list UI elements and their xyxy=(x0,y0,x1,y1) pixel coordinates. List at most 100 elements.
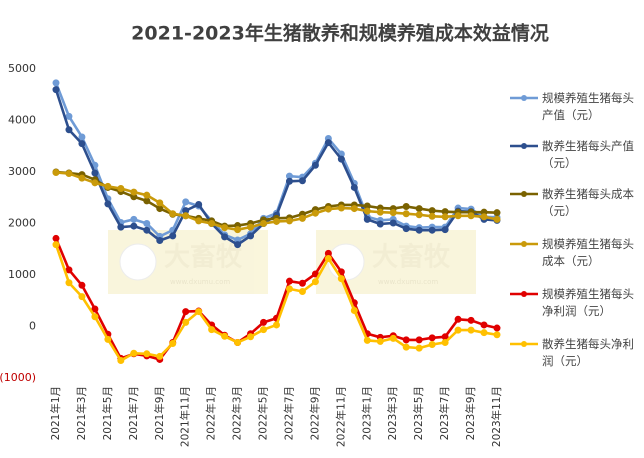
x-tick-label: 2022年1月 xyxy=(205,386,218,440)
legend-marker xyxy=(521,241,527,247)
data-point xyxy=(350,205,358,213)
legend-label: 散养生猪每头产值（元） xyxy=(542,139,634,170)
data-point xyxy=(260,326,268,334)
data-point xyxy=(156,236,164,244)
data-point xyxy=(298,279,306,287)
data-point xyxy=(247,232,255,240)
data-point xyxy=(91,305,99,313)
data-point xyxy=(363,336,371,344)
data-point xyxy=(52,86,60,94)
data-point xyxy=(143,350,151,358)
data-point xyxy=(311,209,319,217)
data-point xyxy=(234,226,242,234)
data-point xyxy=(65,112,73,120)
data-point xyxy=(156,199,164,207)
data-point xyxy=(65,170,73,178)
data-point xyxy=(480,329,488,337)
data-point xyxy=(402,225,410,233)
data-point xyxy=(91,169,99,177)
data-point xyxy=(195,217,203,225)
data-point xyxy=(65,279,73,287)
data-point xyxy=(363,215,371,223)
legend-marker xyxy=(521,95,527,101)
data-point xyxy=(52,169,60,177)
data-point xyxy=(182,308,190,316)
data-point xyxy=(337,204,345,212)
data-point xyxy=(480,213,488,221)
x-tick-label: 2021年3月 xyxy=(75,386,88,440)
data-point xyxy=(493,209,501,217)
x-tick-label: 2021年1月 xyxy=(49,386,62,440)
y-tick-label: 5000 xyxy=(8,62,36,75)
data-point xyxy=(260,220,268,227)
data-point xyxy=(376,220,384,228)
data-point xyxy=(169,210,177,218)
x-tick-label: 2021年11月 xyxy=(179,386,192,447)
data-point xyxy=(311,278,319,286)
data-point xyxy=(104,182,112,190)
data-point xyxy=(402,336,410,344)
watermark-url: www.dxumu.com xyxy=(170,278,230,286)
data-point xyxy=(195,200,203,208)
legend-label: 规模养殖生猪每头产值（元） xyxy=(542,91,634,122)
x-tick-label: 2022年7月 xyxy=(282,386,295,440)
data-point xyxy=(130,222,138,230)
x-tick-label: 2023年1月 xyxy=(360,386,373,440)
x-tick-label: 2021年5月 xyxy=(101,386,114,440)
data-point xyxy=(208,326,216,334)
data-point xyxy=(311,161,319,169)
data-point xyxy=(324,255,332,263)
legend-marker xyxy=(521,143,527,149)
data-point xyxy=(182,318,190,326)
data-point xyxy=(467,212,475,220)
y-tick-label: 4000 xyxy=(8,114,36,127)
data-point xyxy=(415,211,423,219)
x-tick-label: 2023年5月 xyxy=(412,386,425,440)
data-point xyxy=(130,188,138,196)
y-tick-label: 0 xyxy=(29,320,36,333)
data-point xyxy=(363,207,371,215)
legend-label: 散养生猪每头成本（元） xyxy=(542,187,634,218)
watermark-url: www.dxumu.com xyxy=(378,278,438,286)
data-point xyxy=(117,184,125,192)
x-tick-label: 2022年5月 xyxy=(257,386,270,440)
legend-label: 规模养殖生猪每头净利润（元） xyxy=(542,287,634,318)
x-tick-label: 2022年3月 xyxy=(231,386,244,440)
data-point xyxy=(234,241,242,249)
data-point xyxy=(221,224,229,232)
data-point xyxy=(285,285,293,293)
data-point xyxy=(78,174,86,182)
data-point xyxy=(441,338,449,346)
data-point xyxy=(247,223,255,231)
data-point xyxy=(428,207,436,215)
data-point xyxy=(65,266,73,274)
y-tick-label: (1000) xyxy=(0,371,36,384)
data-point xyxy=(143,197,151,205)
data-point xyxy=(337,275,345,283)
x-tick-label: 2023年7月 xyxy=(438,386,451,440)
legend-label: 散养生猪每头净利润（元） xyxy=(542,337,634,368)
data-point xyxy=(260,318,268,326)
data-point xyxy=(78,133,86,141)
data-point xyxy=(441,213,449,221)
data-point xyxy=(78,293,86,301)
data-point xyxy=(143,226,151,234)
data-point xyxy=(454,315,462,323)
watermark-logo xyxy=(119,243,157,281)
data-point xyxy=(467,326,475,334)
data-point xyxy=(182,212,190,220)
data-point xyxy=(454,212,462,220)
y-tick-label: 3000 xyxy=(8,165,36,178)
data-point xyxy=(91,179,99,187)
data-point xyxy=(402,203,410,211)
data-point xyxy=(428,341,436,349)
data-point xyxy=(415,344,423,352)
data-point xyxy=(78,140,86,148)
watermark: 大畜牧 www.dxumu.com xyxy=(316,230,476,294)
data-point xyxy=(493,215,501,223)
data-point xyxy=(52,79,60,87)
data-point xyxy=(454,326,462,334)
data-point xyxy=(273,217,280,225)
